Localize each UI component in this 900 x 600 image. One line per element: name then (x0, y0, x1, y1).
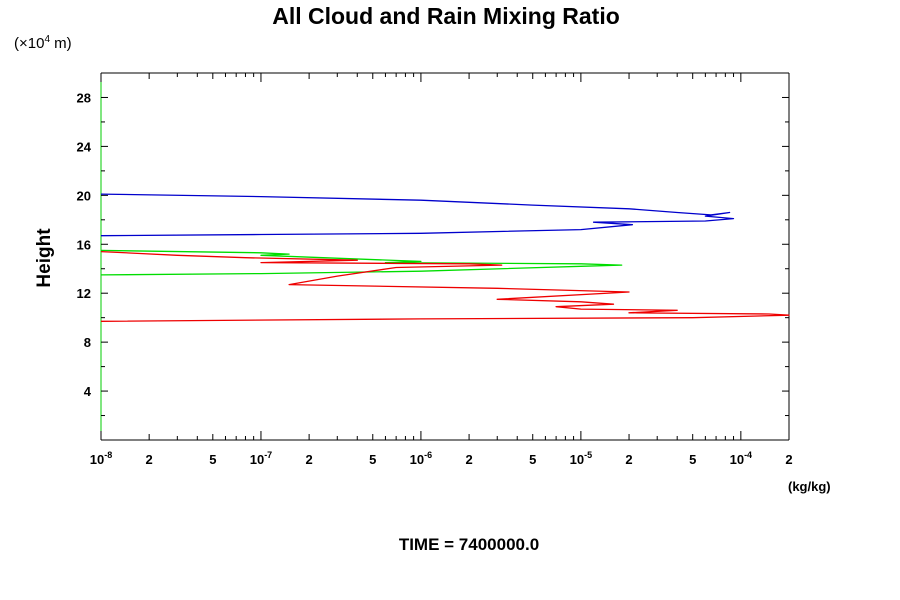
x-tick-label: 2 (305, 452, 312, 467)
y-unit-suffix: m) (50, 35, 72, 52)
chart-title: All Cloud and Rain Mixing Ratio (272, 3, 620, 29)
plot-area: 4 8 12 16 20 24 28 10-8 2 5 10-7 2 5 10-6 2 5 10-5 2 5 10-4… (77, 72, 793, 467)
x-tick-label: 10-6 (410, 450, 432, 467)
x-tick-label: 5 (529, 452, 536, 467)
x-tick-label: 10-8 (90, 450, 112, 467)
y-tick-label: 20 (77, 188, 91, 203)
series-line-red (100, 250, 790, 322)
x-tick-label: 5 (209, 452, 216, 467)
y-tick-label: 24 (77, 139, 92, 154)
y-tick-label: 16 (77, 237, 91, 252)
y-axis-unit: (×104 m) (14, 34, 72, 52)
y-tick-label: 28 (77, 90, 91, 105)
x-tick-label: 10-5 (570, 450, 592, 467)
x-tick-label: 5 (369, 452, 376, 467)
y-axis-label: Height (34, 228, 55, 288)
y-tick-label: 4 (84, 384, 92, 399)
series-line-blue (100, 193, 735, 237)
x-tick-label: 2 (146, 452, 153, 467)
x-tick-label: 10-7 (250, 450, 272, 467)
series-line-green (100, 249, 623, 276)
y-tick-label: 12 (77, 286, 91, 301)
x-tick-label: 5 (689, 452, 696, 467)
time-annotation: TIME = 7400000.0 (399, 535, 539, 554)
y-unit-prefix: (×10 (14, 35, 44, 52)
x-tick-label: 2 (785, 452, 792, 467)
y-tick-label: 8 (84, 335, 91, 350)
x-axis-unit: (kg/kg) (788, 479, 831, 494)
y-unit-exponent: 4 (44, 34, 50, 45)
x-tick-label: 2 (625, 452, 632, 467)
x-tick-label: 10-4 (730, 450, 752, 467)
x-tick-label: 2 (465, 452, 472, 467)
